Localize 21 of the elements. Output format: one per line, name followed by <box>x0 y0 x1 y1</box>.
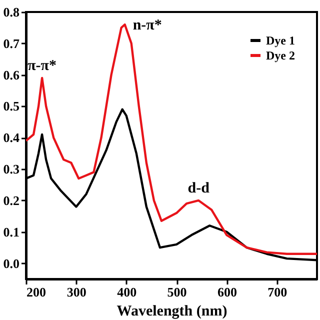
y-tick-label: 0.0 <box>3 256 20 271</box>
y-tick-label: 0.2 <box>3 192 20 208</box>
x-axis-title: Wavelength (nm) <box>116 304 228 320</box>
y-tick-label: 0.4 <box>3 130 20 146</box>
legend-label: Dye 1 <box>266 34 295 48</box>
annotation: n-π* <box>132 18 162 34</box>
x-tick-label: 200 <box>26 284 46 300</box>
annotation: π-π* <box>28 58 57 74</box>
y-tick-label: 0.7 <box>3 36 20 51</box>
annotation: d-d <box>188 180 210 196</box>
y-tick-label: 0.3 <box>3 162 20 177</box>
y-tick-label: 0.1 <box>3 224 20 240</box>
x-tick-label: 500 <box>167 284 187 300</box>
x-tick-label: 700 <box>268 284 288 300</box>
y-tick-label: 0.8 <box>3 4 20 20</box>
x-tick-label: 300 <box>66 284 86 300</box>
x-tick-label: 400 <box>117 284 137 300</box>
legend-label: Dye 2 <box>266 48 295 62</box>
y-tick-label: 0.5 <box>3 98 20 114</box>
y-tick-label: 0.6 <box>3 67 20 82</box>
x-tick-label: 600 <box>217 284 237 300</box>
